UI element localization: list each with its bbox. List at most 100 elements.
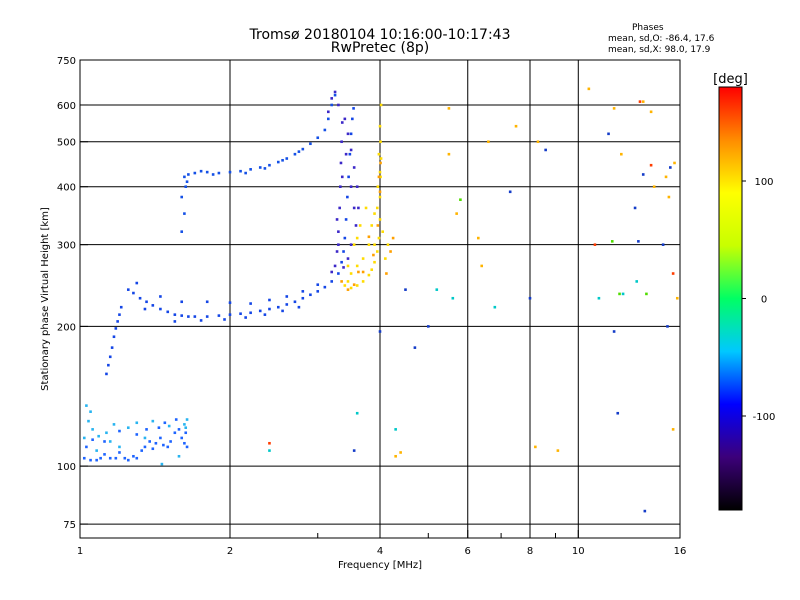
data-point bbox=[346, 257, 350, 260]
data-point bbox=[185, 445, 189, 449]
data-point bbox=[343, 117, 347, 121]
data-point bbox=[143, 445, 147, 449]
data-point bbox=[597, 296, 601, 300]
data-point bbox=[352, 283, 356, 286]
data-point bbox=[514, 124, 518, 128]
data-point bbox=[333, 93, 337, 97]
x-tick-label: 6 bbox=[465, 546, 471, 557]
data-point bbox=[103, 453, 106, 456]
data-point bbox=[301, 147, 305, 151]
data-point bbox=[285, 295, 289, 298]
data-point bbox=[340, 280, 343, 283]
data-point bbox=[352, 107, 355, 110]
data-point bbox=[343, 236, 347, 240]
data-point bbox=[95, 449, 98, 452]
data-point bbox=[612, 107, 616, 110]
x-tick-label: 8 bbox=[527, 546, 533, 557]
data-point bbox=[82, 436, 86, 440]
data-point bbox=[381, 230, 384, 233]
data-point bbox=[183, 441, 186, 445]
data-point bbox=[376, 185, 380, 188]
data-point bbox=[633, 206, 637, 210]
y-tick-label: 750 bbox=[57, 56, 76, 67]
data-point bbox=[162, 443, 165, 447]
data-point bbox=[534, 445, 537, 449]
data-point bbox=[352, 206, 356, 210]
data-point bbox=[399, 451, 402, 454]
data-point bbox=[108, 456, 112, 460]
data-point bbox=[126, 458, 130, 462]
data-point bbox=[151, 447, 155, 451]
data-point bbox=[173, 313, 177, 316]
data-point bbox=[301, 290, 305, 293]
data-point bbox=[166, 445, 170, 449]
data-point bbox=[126, 288, 130, 291]
data-point bbox=[263, 167, 267, 170]
data-point bbox=[370, 268, 374, 271]
data-point bbox=[323, 285, 327, 289]
data-point bbox=[116, 320, 119, 323]
data-point bbox=[413, 346, 417, 349]
data-point bbox=[159, 295, 162, 298]
data-point bbox=[361, 257, 365, 260]
data-point bbox=[316, 290, 320, 293]
data-point bbox=[649, 110, 653, 114]
data-point bbox=[349, 272, 353, 275]
data-point bbox=[183, 175, 186, 179]
data-point bbox=[85, 404, 88, 407]
data-point bbox=[355, 284, 359, 287]
data-point bbox=[89, 410, 92, 413]
x-tick-label: 1 bbox=[77, 546, 83, 557]
data-point bbox=[378, 124, 382, 128]
data-point bbox=[335, 250, 339, 253]
data-point bbox=[263, 313, 267, 316]
data-point bbox=[378, 330, 382, 333]
data-point bbox=[185, 180, 189, 184]
data-point bbox=[173, 320, 177, 323]
data-point bbox=[355, 411, 359, 415]
data-point bbox=[330, 270, 334, 274]
data-point bbox=[669, 166, 672, 169]
x-tick-label: 2 bbox=[227, 546, 233, 557]
data-point bbox=[621, 292, 625, 296]
phase-stats-x-mode: mean, sd,X: 98.0, 17.9 bbox=[608, 45, 711, 55]
data-point bbox=[105, 372, 108, 376]
data-point bbox=[108, 440, 112, 443]
y-tick-label: 600 bbox=[57, 101, 76, 112]
data-point bbox=[367, 243, 371, 246]
data-point bbox=[652, 185, 656, 188]
data-point bbox=[145, 428, 148, 431]
data-point bbox=[343, 284, 347, 287]
data-point bbox=[239, 312, 242, 316]
data-point bbox=[309, 142, 312, 146]
data-point bbox=[87, 419, 90, 423]
data-point bbox=[344, 218, 348, 221]
x-axis-label: Frequency [MHz] bbox=[338, 560, 422, 571]
y-tick-label: 200 bbox=[57, 322, 76, 333]
data-point bbox=[361, 280, 365, 283]
data-point bbox=[268, 163, 271, 167]
data-point bbox=[455, 212, 458, 215]
data-point bbox=[641, 173, 645, 176]
data-point bbox=[297, 150, 301, 153]
data-point bbox=[335, 218, 339, 221]
data-point bbox=[671, 428, 675, 431]
data-point bbox=[346, 195, 349, 199]
data-point bbox=[159, 307, 162, 311]
data-point bbox=[97, 434, 100, 438]
data-point bbox=[342, 266, 345, 269]
data-point bbox=[123, 456, 127, 460]
data-point bbox=[391, 236, 395, 240]
data-point bbox=[587, 87, 591, 91]
data-point bbox=[95, 458, 98, 462]
data-point bbox=[385, 272, 388, 275]
data-point bbox=[480, 264, 484, 268]
x-tick-label: 16 bbox=[674, 546, 687, 557]
data-point bbox=[556, 449, 560, 452]
data-point bbox=[340, 175, 344, 179]
data-point bbox=[132, 454, 135, 458]
data-point bbox=[174, 418, 178, 421]
data-point bbox=[346, 288, 350, 291]
x-tick-label: 4 bbox=[377, 546, 383, 557]
y-tick-label: 400 bbox=[57, 183, 76, 194]
